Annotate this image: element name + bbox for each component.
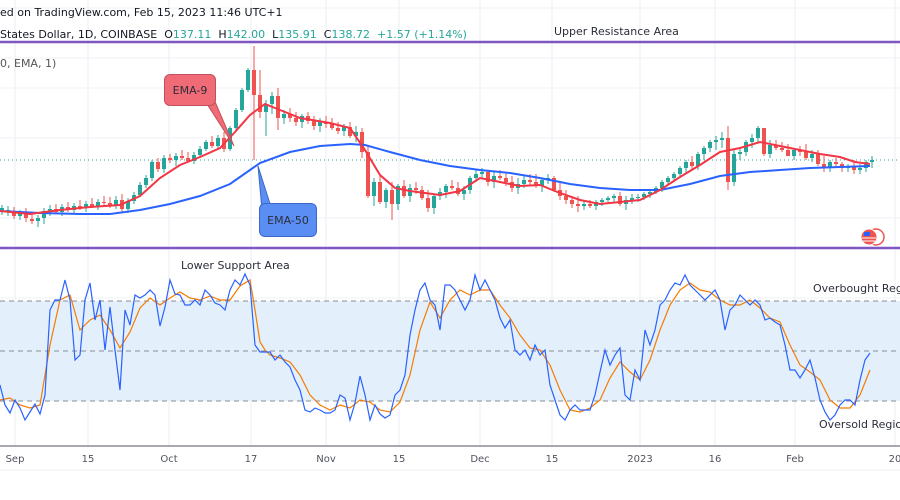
x-axis-label: Dec <box>470 454 490 465</box>
ema9-callout[interactable]: EMA-9 <box>164 74 216 106</box>
lower-support-label: Lower Support Area <box>181 259 290 272</box>
x-axis-label: Sep <box>5 454 25 465</box>
symbol-legend[interactable]: States Dollar, 1D, COINBASE O137.11 H142… <box>0 28 467 41</box>
x-axis-label: Oct <box>160 454 178 465</box>
x-axis-label: 17 <box>244 454 258 465</box>
low-label: L <box>272 28 279 41</box>
change-value: +1.57 (+1.14%) <box>376 28 467 41</box>
indicator-legend[interactable]: 0, EMA, 1) <box>0 57 57 70</box>
ema50-line <box>0 142 871 215</box>
upper-resistance-label: Upper Resistance Area <box>554 25 679 38</box>
x-axis-label: 2023 <box>627 454 653 465</box>
low-value: 135.91 <box>278 28 317 41</box>
oversold-label: Oversold Region <box>819 418 900 431</box>
high-label: H <box>218 28 227 41</box>
x-axis-label: 16 <box>708 454 722 465</box>
symbol-name: States Dollar, 1D, COINBASE <box>0 28 158 41</box>
close-label: C <box>323 28 332 41</box>
x-axis-label: Feb <box>786 454 804 465</box>
x-axis-label: Nov <box>316 454 336 465</box>
published-info: ed on TradingView.com, Feb 15, 2023 11:4… <box>0 6 283 19</box>
overbought-label: Overbought Regi <box>813 282 900 295</box>
stoch-d-line <box>0 279 871 413</box>
x-axis-label: 15 <box>392 454 406 465</box>
open-value: 137.11 <box>172 28 212 41</box>
ema50-callout[interactable]: EMA-50 <box>259 203 317 237</box>
stoch-k-line <box>0 272 871 423</box>
high-value: 142.00 <box>226 28 266 41</box>
close-value: 138.72 <box>331 28 370 41</box>
x-axis-label: 15 <box>81 454 95 465</box>
x-axis-label: 15 <box>545 454 559 465</box>
x-axis-label: 20 <box>888 454 900 465</box>
ema9-line <box>0 102 871 216</box>
open-label: O <box>164 28 173 41</box>
us-flag-icon[interactable] <box>860 228 885 246</box>
